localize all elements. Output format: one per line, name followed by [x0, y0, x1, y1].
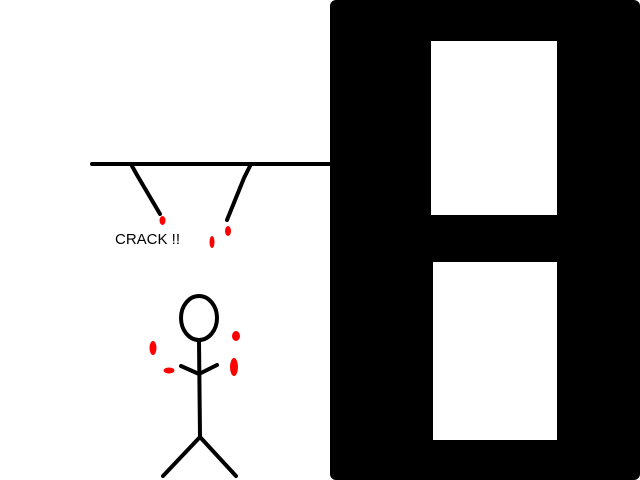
- crack-caption: CRACK !!: [115, 231, 180, 249]
- window-top: [431, 41, 557, 215]
- stick-figure-body: [199, 341, 200, 437]
- blood-drop: [210, 236, 215, 248]
- blood-drop: [150, 341, 157, 355]
- stick-figure-leg-right: [200, 437, 236, 476]
- blood-drop: [225, 226, 231, 236]
- support-leg-left: [132, 166, 160, 214]
- blood-drop: [230, 358, 238, 376]
- stick-figure-leg-left: [163, 437, 200, 476]
- blood-drop: [164, 368, 175, 374]
- blood-drop: [160, 216, 166, 225]
- stick-figure-head: [181, 296, 217, 340]
- blood-drop: [232, 331, 240, 341]
- support-leg-right: [227, 166, 250, 220]
- window-bottom: [433, 262, 557, 440]
